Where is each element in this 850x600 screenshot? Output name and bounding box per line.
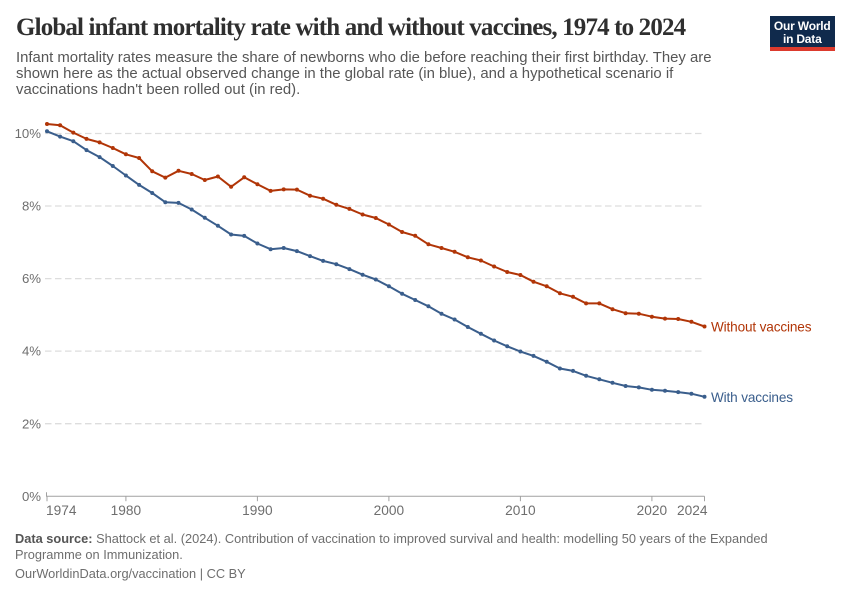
svg-text:1980: 1980 [111, 503, 142, 518]
svg-text:1974: 1974 [46, 503, 77, 518]
svg-text:2000: 2000 [374, 503, 405, 518]
svg-text:With vaccines: With vaccines [711, 390, 793, 405]
svg-text:Without vaccines: Without vaccines [711, 320, 812, 335]
svg-text:2%: 2% [22, 416, 41, 431]
svg-text:2024: 2024 [677, 503, 708, 518]
svg-text:2010: 2010 [505, 503, 536, 518]
svg-text:4%: 4% [22, 344, 41, 359]
svg-text:0%: 0% [22, 489, 41, 504]
svg-text:6%: 6% [22, 271, 41, 286]
svg-text:10%: 10% [15, 126, 42, 141]
svg-text:1990: 1990 [242, 503, 273, 518]
svg-text:2020: 2020 [637, 503, 668, 518]
svg-text:8%: 8% [22, 199, 41, 214]
